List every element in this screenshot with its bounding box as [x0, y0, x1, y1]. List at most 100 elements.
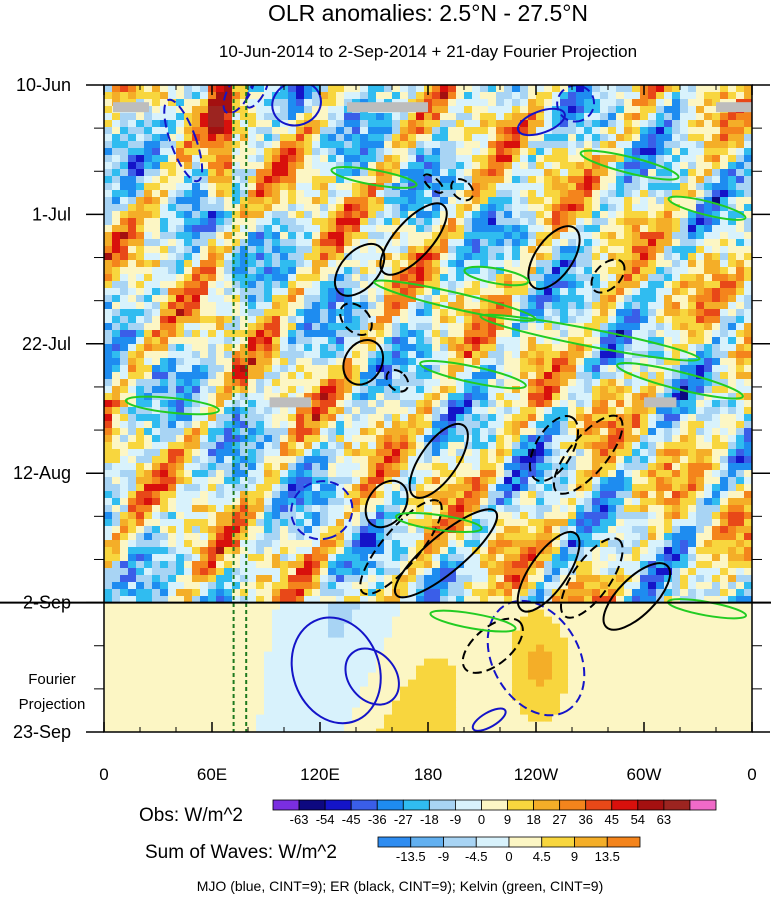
field-cell: [392, 225, 401, 233]
field-cell: [728, 120, 737, 128]
field-cell: [336, 505, 345, 513]
field-cell: [160, 323, 169, 331]
field-cell: [328, 85, 337, 93]
field-cell: [344, 92, 353, 100]
field-cell: [640, 484, 649, 492]
field-cell: [424, 421, 433, 429]
field-cell: [176, 414, 185, 422]
field-cell: [480, 414, 489, 422]
field-cell: [536, 386, 545, 394]
field-cell: [304, 274, 313, 282]
field-cell: [496, 344, 505, 352]
field-cell: [312, 169, 321, 177]
field-cell: [576, 260, 585, 268]
field-cell: [600, 281, 609, 289]
field-cell: [432, 120, 441, 128]
field-cell: [392, 239, 401, 247]
field-cell: [472, 330, 481, 338]
field-cell: [256, 204, 265, 212]
field-cell: [728, 316, 737, 324]
field-cell: [616, 372, 625, 380]
field-cell: [680, 351, 689, 359]
field-cell: [136, 183, 145, 191]
field-cell: [744, 162, 752, 170]
field-cell: [704, 85, 713, 93]
field-cell: [312, 190, 321, 198]
field-cell: [448, 267, 457, 275]
field-cell: [208, 337, 217, 345]
field-cell: [160, 337, 169, 345]
field-cell: [328, 239, 337, 247]
field-cell: [392, 113, 401, 121]
field-cell: [120, 477, 129, 485]
field-cell: [392, 85, 401, 93]
field-cell: [552, 302, 561, 310]
field-cell: [528, 267, 537, 275]
field-cell: [560, 232, 569, 240]
field-cell: [128, 386, 137, 394]
field-cell: [616, 246, 625, 254]
field-cell: [200, 414, 209, 422]
field-cell: [616, 323, 625, 331]
field-cell: [536, 330, 545, 338]
field-cell: [272, 155, 281, 163]
field-cell: [240, 92, 249, 100]
field-cell: [744, 309, 752, 317]
field-cell: [256, 435, 265, 443]
field-cell: [728, 127, 737, 135]
field-cell: [200, 162, 209, 170]
field-cell: [248, 99, 257, 107]
field-cell: [184, 211, 193, 219]
field-cell: [168, 442, 177, 450]
field-cell: [640, 246, 649, 254]
field-cell: [688, 281, 697, 289]
field-cell: [576, 85, 585, 93]
field-cell: [368, 85, 377, 93]
field-cell: [672, 127, 681, 135]
field-cell: [352, 372, 361, 380]
field-cell: [696, 330, 705, 338]
field-cell: [248, 176, 257, 184]
field-cell: [328, 358, 337, 366]
field-cell: [536, 505, 545, 513]
field-cell: [472, 393, 481, 401]
field-cell: [728, 141, 737, 149]
field-cell: [448, 309, 457, 317]
field-cell: [368, 484, 377, 492]
field-cell: [552, 505, 561, 513]
field-cell: [432, 400, 441, 408]
field-cell: [576, 414, 585, 422]
field-cell: [104, 190, 113, 198]
field-cell: [648, 190, 657, 198]
field-cell: [688, 190, 697, 198]
field-cell: [248, 477, 257, 485]
field-cell: [704, 169, 713, 177]
field-cell: [312, 148, 321, 156]
field-cell: [664, 498, 673, 506]
field-cell: [280, 456, 289, 464]
field-cell: [120, 470, 129, 478]
field-cell: [608, 463, 617, 471]
field-cell: [192, 463, 201, 471]
field-cell: [656, 274, 665, 282]
field-cell: [328, 141, 337, 149]
field-cell: [656, 456, 665, 464]
field-cell: [144, 379, 153, 387]
field-cell: [416, 351, 425, 359]
field-cell: [216, 239, 225, 247]
field-cell: [344, 449, 353, 457]
field-cell: [536, 379, 545, 387]
field-cell: [264, 127, 273, 135]
field-cell: [368, 211, 377, 219]
field-cell: [144, 225, 153, 233]
field-cell: [664, 323, 673, 331]
field-cell: [656, 218, 665, 226]
field-cell: [320, 211, 329, 219]
field-cell: [320, 274, 329, 282]
field-cell: [640, 169, 649, 177]
field-cell: [168, 288, 177, 296]
field-cell: [208, 358, 217, 366]
field-cell: [696, 232, 705, 240]
field-cell: [624, 435, 633, 443]
field-cell: [280, 225, 289, 233]
